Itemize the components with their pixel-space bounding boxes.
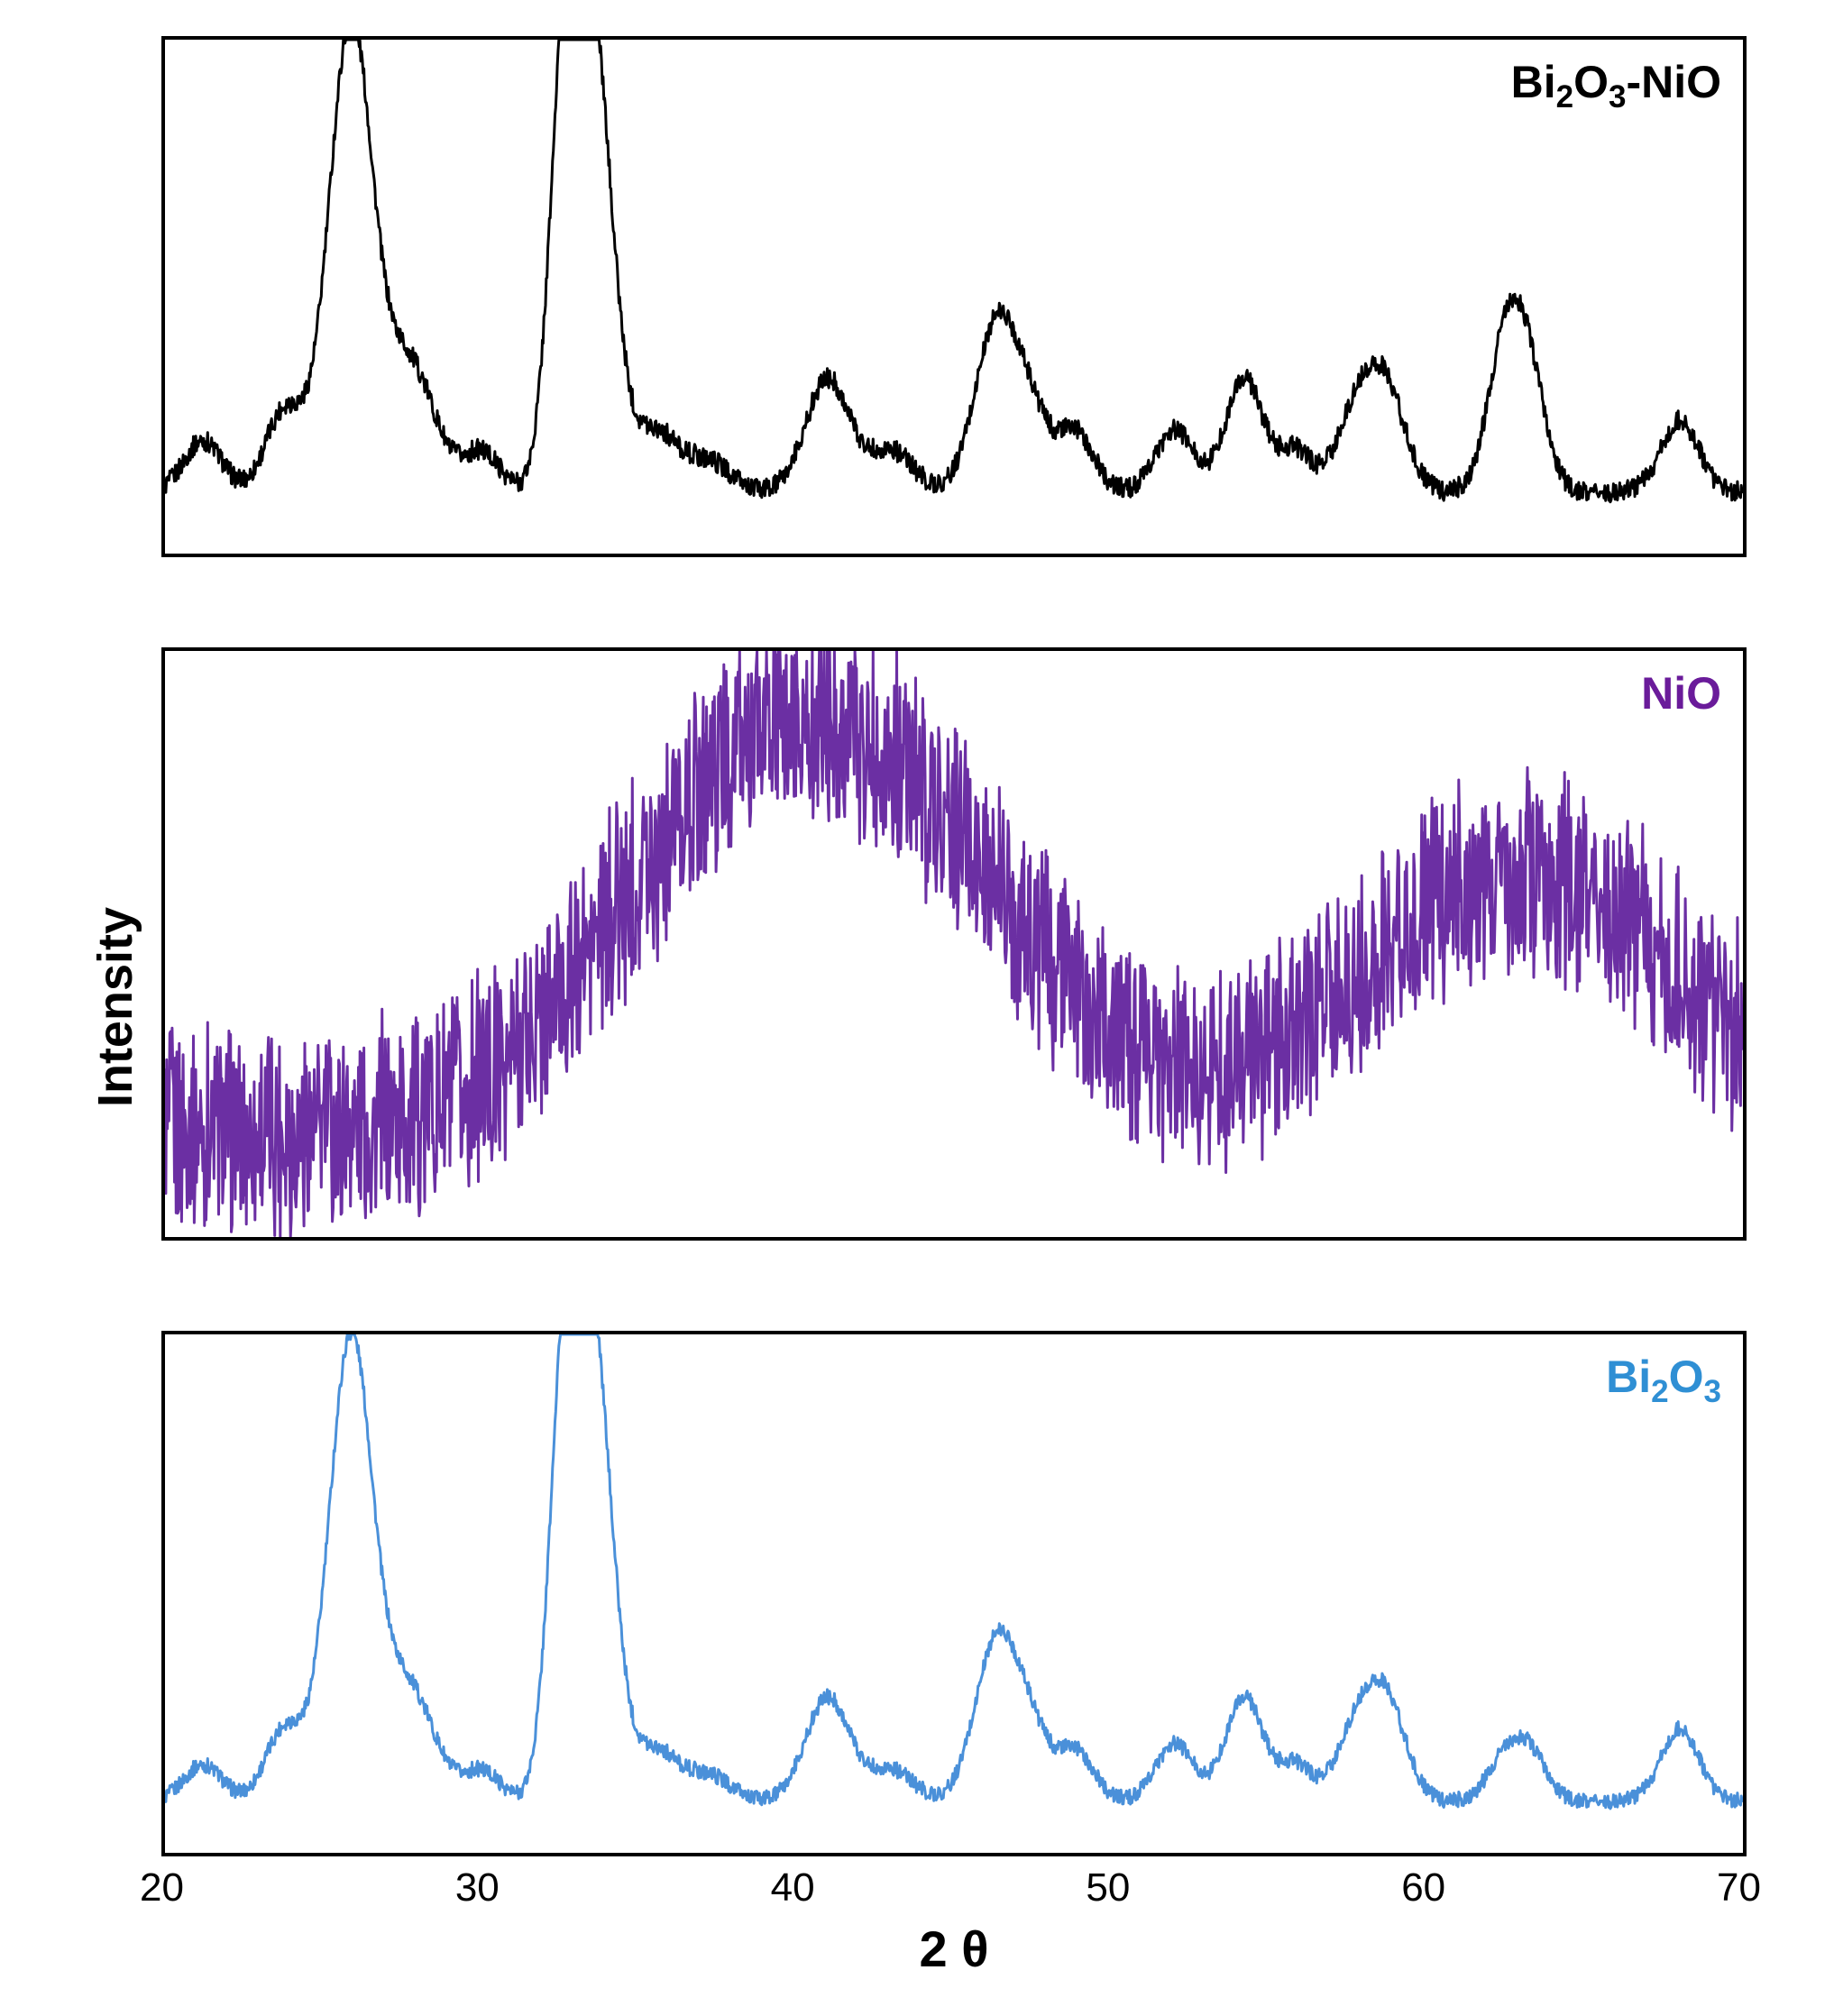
x-tick-label: 20: [140, 1865, 184, 1911]
panels-column: Bi2O3-NiO NiO Bi2O3 203040506070 2 θ: [161, 36, 1747, 1978]
panel-label-nio: NiO: [1641, 667, 1721, 719]
panel-bi2o3: Bi2O3: [161, 1331, 1747, 1856]
x-tick-label: 40: [771, 1865, 815, 1911]
xrd-trace-bi2o3: [165, 1334, 1743, 1809]
panel-label-bi2o3: Bi2O3: [1606, 1351, 1721, 1410]
x-tick-label: 50: [1086, 1865, 1130, 1911]
y-axis-label: Intensity: [87, 907, 143, 1107]
x-tick-label: 70: [1717, 1865, 1761, 1911]
panel-bi2o3-nio: Bi2O3-NiO: [161, 36, 1747, 557]
xrd-trace-nio: [165, 651, 1743, 1237]
xrd-trace-bi2o3-nio: [165, 40, 1743, 502]
panel-nio: NiO: [161, 647, 1747, 1241]
x-axis-label: 2 θ: [161, 1920, 1747, 1978]
xrd-figure: Intensity Bi2O3-NiO NiO Bi2O3 20 30 40 50 60…: [36, 36, 1798, 1978]
x-tick-label: 60: [1401, 1865, 1445, 1911]
x-tick-label: 30: [455, 1865, 500, 1911]
panel-label-bi2o3-nio: Bi2O3-NiO: [1511, 56, 1721, 115]
